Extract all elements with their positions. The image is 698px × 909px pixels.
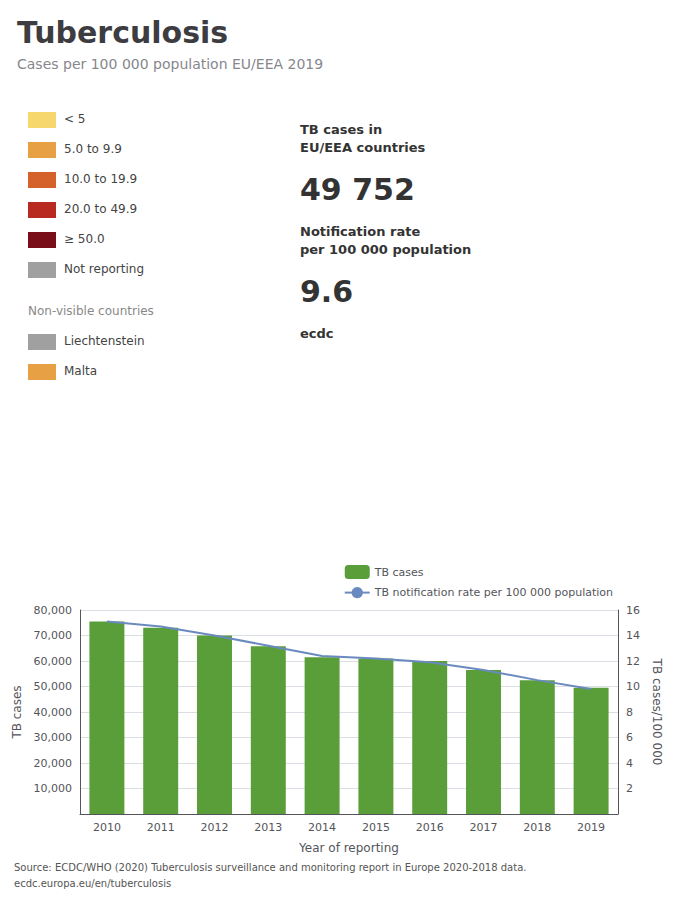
svg-text:30,000: 30,000	[34, 731, 73, 744]
svg-text:80,000: 80,000	[34, 604, 73, 617]
svg-text:4: 4	[626, 757, 633, 770]
svg-text:16: 16	[626, 604, 640, 617]
svg-text:Non-visible countries: Non-visible countries	[28, 304, 154, 318]
svg-text:2014: 2014	[308, 821, 336, 834]
svg-text:2012: 2012	[201, 821, 229, 834]
svg-text:TB notification rate per 100 0: TB notification rate per 100 000 populat…	[374, 586, 613, 599]
svg-text:2016: 2016	[416, 821, 444, 834]
svg-text:14: 14	[626, 629, 640, 642]
svg-text:Malta: Malta	[64, 364, 97, 378]
svg-text:70,000: 70,000	[34, 629, 73, 642]
svg-text:12: 12	[626, 655, 640, 668]
svg-text:< 5: < 5	[64, 112, 86, 126]
svg-text:per 100 000 population: per 100 000 population	[300, 242, 471, 257]
svg-text:TB cases/100 000: TB cases/100 000	[650, 658, 664, 766]
svg-text:Notification rate: Notification rate	[300, 224, 420, 239]
svg-text:TB cases: TB cases	[10, 685, 24, 739]
svg-text:9.6: 9.6	[300, 274, 353, 309]
svg-text:≥ 50.0: ≥ 50.0	[64, 232, 105, 246]
svg-text:Tuberculosis: Tuberculosis	[17, 15, 228, 50]
svg-text:ecdc.europa.eu/en/tuberculosis: ecdc.europa.eu/en/tuberculosis	[14, 878, 171, 889]
svg-text:Year of reporting: Year of reporting	[298, 841, 399, 855]
svg-text:Not reporting: Not reporting	[64, 262, 144, 276]
svg-text:2010: 2010	[93, 821, 121, 834]
svg-text:20.0 to 49.9: 20.0 to 49.9	[64, 202, 137, 216]
svg-text:2019: 2019	[577, 821, 605, 834]
svg-text:TB cases: TB cases	[374, 566, 424, 579]
svg-text:49 752: 49 752	[300, 172, 415, 207]
svg-text:EU/EEA countries: EU/EEA countries	[300, 140, 426, 155]
svg-text:8: 8	[626, 706, 633, 719]
svg-text:60,000: 60,000	[34, 655, 73, 668]
svg-text:40,000: 40,000	[34, 706, 73, 719]
svg-text:5.0 to 9.9: 5.0 to 9.9	[64, 142, 122, 156]
svg-text:2018: 2018	[523, 821, 551, 834]
svg-text:10: 10	[626, 680, 640, 693]
svg-text:50,000: 50,000	[34, 680, 73, 693]
svg-text:2015: 2015	[362, 821, 390, 834]
svg-text:ecdc: ecdc	[300, 326, 334, 341]
svg-text:2: 2	[626, 782, 633, 795]
svg-text:20,000: 20,000	[34, 757, 73, 770]
svg-text:Liechtenstein: Liechtenstein	[64, 334, 145, 348]
svg-text:6: 6	[626, 731, 633, 744]
svg-text:2013: 2013	[254, 821, 282, 834]
svg-text:2011: 2011	[147, 821, 175, 834]
svg-text:10,000: 10,000	[34, 782, 73, 795]
svg-text:Cases per 100 000 population E: Cases per 100 000 population EU/EEA 2019	[17, 56, 323, 72]
svg-text:TB cases in: TB cases in	[300, 122, 382, 137]
svg-text:10.0 to 19.9: 10.0 to 19.9	[64, 172, 137, 186]
svg-text:2017: 2017	[470, 821, 498, 834]
svg-text:Source: ECDC/WHO (2020) Tuberc: Source: ECDC/WHO (2020) Tuberculosis sur…	[14, 862, 526, 873]
